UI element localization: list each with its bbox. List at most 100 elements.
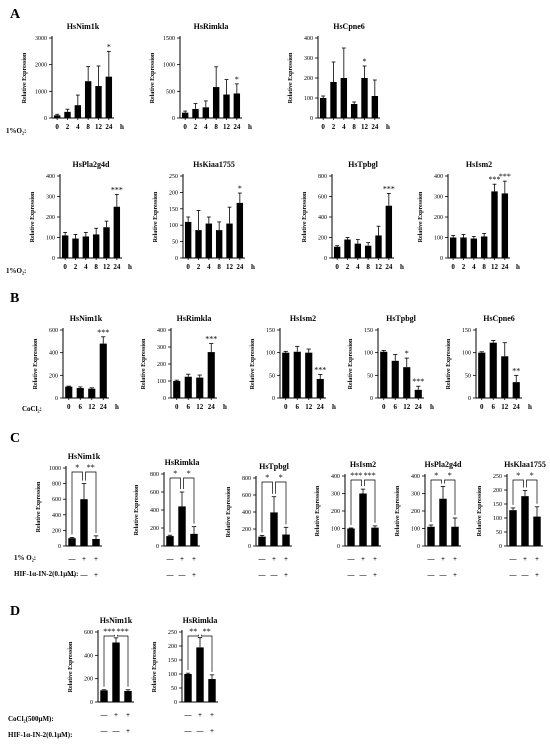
hour-unit-label: h — [115, 403, 119, 411]
y-tick-label: 150 — [462, 328, 471, 334]
y-tick-label: 600 — [318, 195, 327, 201]
y-tick-label: 800 — [150, 472, 159, 478]
treatment-sign-row1: + — [361, 555, 365, 563]
y-tick-label: 2000 — [35, 63, 47, 69]
y-tick-label: 250 — [493, 474, 502, 480]
x-tick-label: 0 — [335, 263, 339, 271]
chart-title: HsIsm2 — [466, 160, 492, 169]
hour-unit-label: h — [516, 263, 520, 271]
comparison-bracket — [261, 481, 273, 533]
bar — [330, 82, 337, 118]
x-tick-label: 2 — [197, 263, 201, 271]
x-tick-label: 2 — [74, 263, 78, 271]
x-tick-label: 8 — [352, 123, 356, 131]
x-tick-label: 0 — [480, 403, 484, 411]
y-tick-label: 0 — [44, 116, 47, 122]
comparison-significance: ** — [203, 627, 211, 636]
y-tick-label: 500 — [166, 89, 175, 95]
treatment-sign-row2: + — [192, 571, 196, 579]
y-tick-label: 400 — [84, 653, 93, 659]
chart-c-hsnim1k: HsNim1k 0 200 400 600 800 1000 Relative Express… — [36, 452, 102, 579]
y-axis-label: Relative Expression — [226, 486, 232, 537]
bar — [403, 367, 411, 398]
panel-letter-a: A — [10, 7, 21, 22]
y-tick-label: 1000 — [49, 466, 61, 472]
bar — [92, 234, 100, 258]
x-tick-label: 0 — [183, 123, 187, 131]
bar — [451, 526, 459, 546]
bar — [215, 230, 223, 258]
hour-unit-label: h — [400, 263, 404, 271]
y-tick-label: 200 — [84, 677, 93, 683]
x-tick-label: 8 — [214, 123, 218, 131]
hour-unit-label: h — [528, 403, 532, 411]
x-tick-label: 24 — [513, 403, 521, 411]
significance-mark: * — [363, 57, 367, 66]
y-tick-label: 100 — [462, 351, 471, 357]
x-tick-label: 12 — [375, 263, 383, 271]
treatment-sign-row2: — — [184, 727, 193, 735]
treatment-sign-row2: — — [270, 571, 279, 579]
y-tick-label: 200 — [52, 528, 61, 534]
y-tick-label: 0 — [248, 544, 251, 550]
y-tick-label: 400 — [304, 36, 313, 42]
y-tick-label: 50 — [465, 373, 471, 379]
bar — [333, 246, 341, 258]
y-tick-label: 300 — [411, 492, 420, 498]
bar — [359, 493, 367, 546]
x-tick-label: 24 — [415, 403, 423, 411]
y-tick-label: 0 — [52, 256, 55, 262]
treatment-sign-row1: + — [94, 555, 98, 563]
chart-title: HsNim1k — [100, 616, 133, 625]
bar — [350, 104, 358, 118]
x-tick-label: 2 — [462, 263, 466, 271]
bar — [385, 205, 393, 258]
cocl2-treatment-label: CoCl₂(500μM): — [8, 715, 54, 723]
treatment-sign-row1: — — [166, 555, 175, 563]
comparison-significance: *** — [103, 627, 115, 636]
x-tick-label: 24 — [208, 403, 216, 411]
y-tick-label: 3000 — [35, 36, 47, 42]
treatment-sign-row2: — — [509, 571, 518, 579]
chart-title: HsRimkla — [194, 22, 229, 31]
bar — [196, 647, 204, 702]
bar — [460, 237, 467, 258]
x-tick-label: 12 — [305, 403, 313, 411]
x-tick-label: 6 — [187, 403, 191, 411]
comparison-bracket — [350, 479, 362, 525]
y-tick-label: 0 — [174, 700, 177, 706]
chart-title: HsRimkla — [177, 314, 212, 323]
significance-mark: *** — [499, 172, 511, 181]
significance-mark: *** — [489, 175, 501, 184]
y-tick-label: 300 — [157, 345, 166, 351]
chart-title: HsPla2g4d — [73, 160, 110, 169]
bar — [92, 538, 100, 546]
chart-a-hscpne6: HsCpne6 0 100 200 300 400 Relative Expression *… — [288, 22, 390, 131]
y-tick-label: 300 — [331, 492, 340, 498]
bar — [212, 87, 220, 118]
y-tick-label: 300 — [304, 56, 313, 62]
chart-title: HsTpbgl — [386, 314, 417, 323]
comparison-significance: *** — [364, 471, 376, 480]
y-tick-label: 400 — [411, 474, 420, 480]
treatment-sign-row2: + — [284, 571, 288, 579]
y-axis-label: Relative Expression — [315, 485, 321, 536]
bar — [344, 239, 351, 258]
y-tick-label: 1000 — [35, 89, 47, 95]
y-tick-label: 150 — [364, 328, 373, 334]
y-axis-label: Relative Expression — [30, 191, 36, 242]
treatment-sign-row1: — — [100, 711, 109, 719]
chart-title: HsTpbgl — [259, 462, 290, 471]
comparison-bracket — [275, 481, 287, 525]
bar — [76, 388, 84, 398]
treatment-sign-row2: — — [359, 571, 368, 579]
y-tick-label: 400 — [331, 474, 340, 480]
treatment-sign-row2: — — [100, 727, 109, 735]
bar — [491, 191, 498, 258]
bar — [375, 235, 382, 258]
bar — [282, 352, 290, 398]
bar — [509, 510, 517, 546]
y-tick-label: 300 — [434, 195, 443, 201]
bar — [489, 342, 497, 398]
chart-title: HsNim1k — [68, 452, 101, 461]
